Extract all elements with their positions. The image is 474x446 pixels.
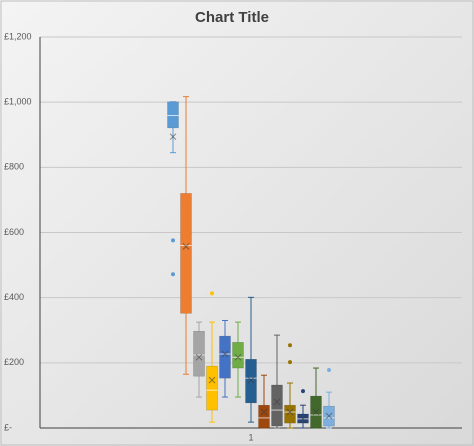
mean-marker bbox=[221, 350, 229, 358]
y-tick-label: £1,200 bbox=[4, 31, 32, 41]
mean-marker bbox=[299, 415, 307, 423]
box bbox=[271, 384, 283, 427]
y-tick-label: £1,000 bbox=[4, 97, 32, 107]
mean-marker bbox=[325, 412, 333, 420]
box bbox=[180, 193, 192, 314]
box bbox=[232, 342, 244, 369]
box bbox=[245, 358, 257, 404]
mean-marker bbox=[247, 376, 255, 384]
mean-marker bbox=[234, 353, 242, 361]
y-tick-label: £- bbox=[4, 422, 12, 432]
mean-marker bbox=[286, 408, 294, 416]
mean-marker bbox=[182, 243, 190, 250]
outlier bbox=[288, 343, 292, 348]
chart-title: Chart Title bbox=[195, 9, 269, 26]
outlier bbox=[171, 238, 175, 243]
mean-marker bbox=[169, 133, 177, 141]
mean-marker bbox=[260, 408, 268, 416]
outlier bbox=[171, 272, 175, 277]
y-tick-label: £800 bbox=[4, 162, 24, 172]
outlier bbox=[288, 360, 292, 365]
box bbox=[167, 101, 179, 129]
box bbox=[258, 404, 270, 429]
box bbox=[193, 330, 205, 377]
box bbox=[206, 365, 218, 411]
mean-marker bbox=[208, 376, 216, 384]
box bbox=[284, 404, 296, 424]
outlier bbox=[210, 291, 214, 296]
outlier bbox=[327, 368, 331, 373]
outlier bbox=[301, 389, 305, 394]
mean-marker bbox=[273, 398, 281, 406]
box bbox=[219, 335, 231, 379]
y-tick-label: £400 bbox=[4, 292, 24, 302]
y-tick-label: £200 bbox=[4, 357, 24, 367]
y-tick-label: £600 bbox=[4, 227, 24, 237]
mean-marker bbox=[195, 353, 203, 361]
x-tick-label: 1 bbox=[248, 432, 253, 442]
mean-marker bbox=[312, 408, 320, 416]
